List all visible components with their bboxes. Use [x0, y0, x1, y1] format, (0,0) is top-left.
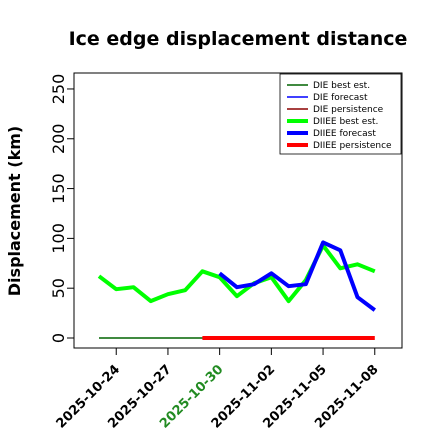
- series-layer: [97, 240, 376, 340]
- legend-box: [279, 73, 402, 155]
- legend-label-4: DIIEE forecast: [313, 129, 376, 139]
- series-line-3: [97, 243, 376, 304]
- y-tick-label-2: 100: [49, 223, 68, 254]
- y-tick-label-5: 250: [49, 74, 68, 105]
- series-line-4: [218, 240, 376, 312]
- y-tick-label-3: 150: [49, 173, 68, 204]
- legend-label-2: DIE persistence: [313, 105, 384, 115]
- y-tick-label-4: 200: [49, 123, 68, 154]
- chart-title: Ice edge displacement distance: [69, 28, 408, 50]
- legend: DIE best est. DIE forecast DIE persistence…: [279, 73, 402, 155]
- y-axis-label: Displacement (km): [5, 126, 24, 296]
- legend-label-5: DIIEE persistence: [313, 141, 392, 151]
- y-tick-label-1: 50: [49, 278, 68, 298]
- legend-label-1: DIE forecast: [313, 93, 368, 103]
- plot-frame: [73, 72, 403, 349]
- y-tick-label-0: 0: [49, 333, 68, 343]
- y-axis: 0 50 100 150 200 250: [49, 74, 74, 343]
- legend-label-0: DIE best est.: [313, 81, 370, 91]
- x-axis: 2025-10-242025-10-272025-10-302025-11-02…: [54, 348, 382, 432]
- legend-label-3: DIIEE best est.: [313, 117, 378, 127]
